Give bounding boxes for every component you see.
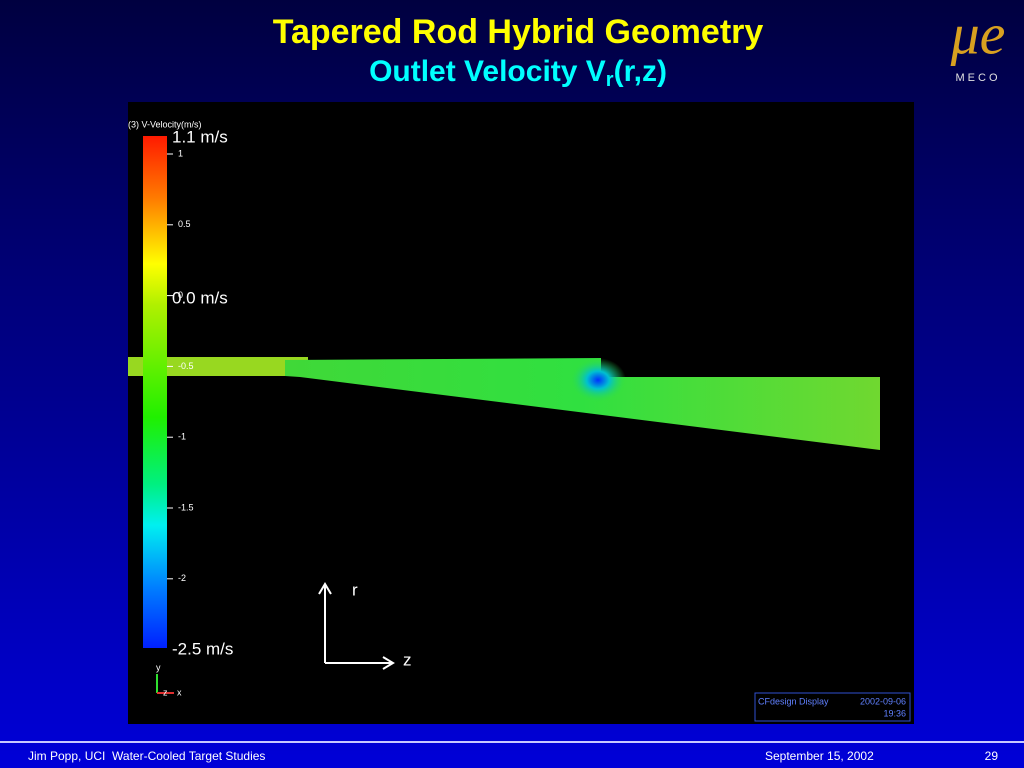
tick-label: -0.5 [178, 361, 194, 371]
logo-name: MECO [956, 72, 1001, 84]
tick-label: 0.5 [178, 219, 191, 229]
annotation: -2.5 m/s [172, 639, 233, 658]
rod-inlet [128, 357, 308, 376]
stamp-date: 2002-09-06 [860, 696, 906, 706]
subtitle-text: Outlet Velocity V [369, 55, 606, 88]
stamp-time: 19:36 [883, 708, 906, 718]
rod-taper [285, 358, 880, 450]
stamp-software: CFdesign Display [758, 696, 829, 706]
stamp-box [754, 692, 911, 722]
triad-label: x [177, 687, 182, 697]
triad-label: y [156, 662, 161, 672]
velocity-spot [570, 358, 626, 402]
axis-label: r [352, 580, 358, 599]
colorbar [143, 136, 167, 648]
annotation: 1.1 m/s [172, 127, 228, 146]
logo-symbol: μe [950, 1, 1006, 66]
legend-title: (3) V-Velocity(m/s) [128, 119, 202, 129]
footer-author: Jim Popp, UCI Water-Cooled Target Studie… [28, 749, 265, 763]
tick-label: -1 [178, 432, 186, 442]
subtitle-suffix: (r,z) [614, 55, 667, 88]
tick-label: 1 [178, 148, 183, 158]
tick-label: -2 [178, 573, 186, 583]
title: Tapered Rod Hybrid Geometry [273, 13, 764, 51]
footer-page: 29 [985, 749, 999, 763]
axis-label: z [403, 650, 412, 669]
colorbar-ticks: 1 0.5 0 -0.5 -1 -1.5 -2 [167, 148, 194, 583]
axes-arrows [318, 582, 395, 670]
annotation: 0.0 m/s [172, 288, 228, 307]
subtitle: Outlet Velocity Vr(r,z) [369, 55, 667, 91]
footer-date: September 15, 2002 [765, 749, 874, 763]
subtitle-subscript: r [606, 69, 614, 91]
triad-label: z [163, 687, 168, 697]
tick-label: -1.5 [178, 502, 194, 512]
tick-label: 0 [178, 290, 183, 300]
